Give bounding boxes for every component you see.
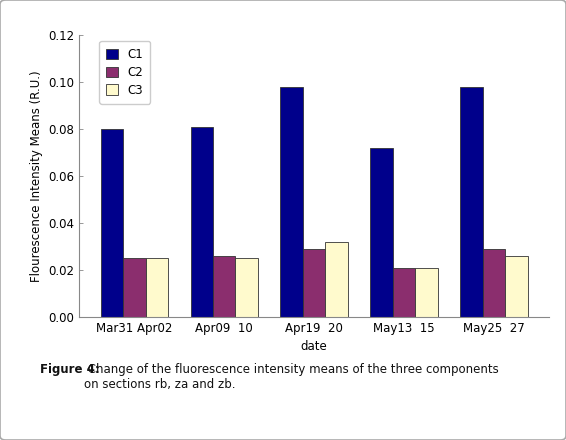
- Bar: [325, 242, 348, 317]
- Bar: [191, 127, 213, 317]
- Bar: [505, 256, 528, 317]
- Bar: [415, 268, 438, 317]
- X-axis label: date: date: [301, 340, 328, 353]
- Bar: [123, 258, 145, 317]
- Bar: [235, 258, 258, 317]
- Bar: [483, 249, 505, 317]
- Bar: [460, 87, 483, 317]
- Bar: [145, 258, 168, 317]
- Bar: [213, 256, 235, 317]
- Bar: [370, 148, 393, 317]
- Bar: [303, 249, 325, 317]
- Legend: C1, C2, C3: C1, C2, C3: [99, 41, 151, 104]
- Text: Figure 4:: Figure 4:: [40, 363, 100, 376]
- Bar: [280, 87, 303, 317]
- Bar: [101, 129, 123, 317]
- Text: Change of the fluorescence intensity means of the three components
on sections r: Change of the fluorescence intensity mea…: [84, 363, 499, 391]
- Y-axis label: Flourescence Intensity Means (R.U.): Flourescence Intensity Means (R.U.): [29, 70, 42, 282]
- Bar: [393, 268, 415, 317]
